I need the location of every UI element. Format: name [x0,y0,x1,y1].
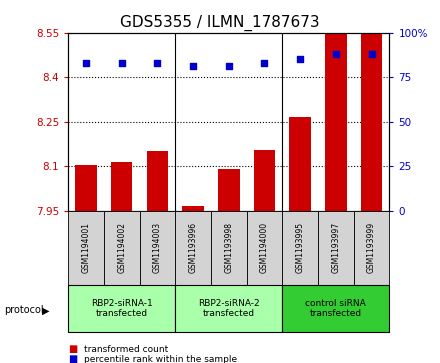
Text: GSM1193999: GSM1193999 [367,222,376,273]
Text: ▶: ▶ [42,305,50,315]
Text: GSM1193996: GSM1193996 [189,222,198,273]
Bar [75,164,97,211]
Bar [147,151,168,211]
Text: GSM1193997: GSM1193997 [331,222,341,273]
Bar [325,34,347,211]
Point [261,60,268,66]
Point [118,60,125,66]
Text: GSM1193995: GSM1193995 [296,222,304,273]
Text: transformed count: transformed count [84,345,168,354]
Bar [361,34,382,211]
Bar [254,150,275,211]
Point [332,51,339,57]
Bar [111,162,132,211]
Point [225,64,232,69]
Bar [139,211,175,285]
Text: GSM1194000: GSM1194000 [260,222,269,273]
Text: RBP2-siRNA-2
transfected: RBP2-siRNA-2 transfected [198,299,260,318]
Point [297,56,304,62]
Text: percentile rank within the sample: percentile rank within the sample [84,355,237,363]
Text: GSM1194002: GSM1194002 [117,222,126,273]
Text: GSM1193998: GSM1193998 [224,222,233,273]
Point [154,60,161,66]
Text: GSM1194001: GSM1194001 [81,222,91,273]
Bar [282,211,318,285]
Point [368,51,375,57]
Text: RBP2-siRNA-1
transfected: RBP2-siRNA-1 transfected [91,299,153,318]
Bar [183,206,204,211]
Text: control siRNA
transfected: control siRNA transfected [305,299,366,318]
Bar [104,211,139,285]
Text: GDS5355 / ILMN_1787673: GDS5355 / ILMN_1787673 [120,15,320,31]
Bar [247,211,282,285]
Bar [175,211,211,285]
Text: ■: ■ [68,344,77,354]
Bar [68,285,175,332]
Bar [282,285,389,332]
Text: GSM1194003: GSM1194003 [153,222,162,273]
Bar [175,285,282,332]
Point [190,64,197,69]
Point [83,60,90,66]
Bar [290,117,311,211]
Text: ■: ■ [68,354,77,363]
Bar [354,211,389,285]
Text: protocol: protocol [4,305,44,315]
Bar [218,169,239,211]
Bar [318,211,354,285]
Bar [68,211,104,285]
Bar [211,211,247,285]
